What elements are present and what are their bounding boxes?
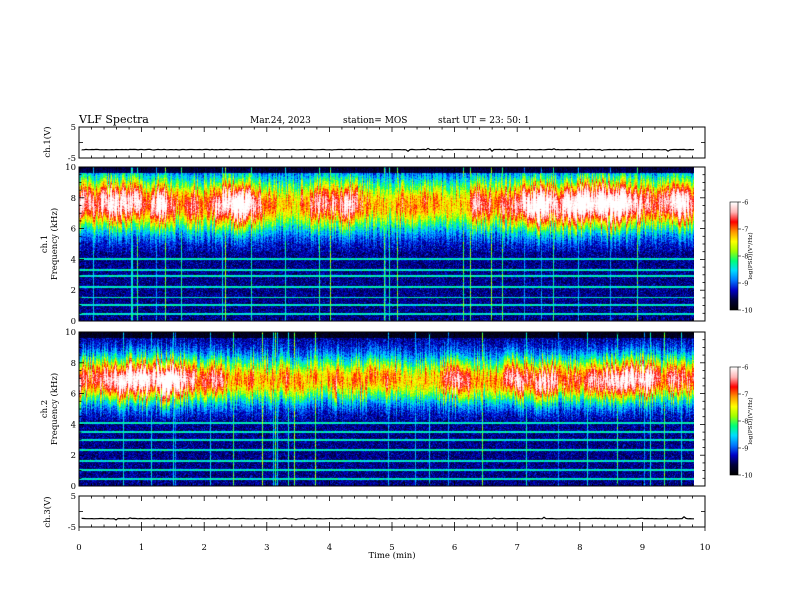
y-tick-label: 0 xyxy=(71,317,76,327)
colorbar-tick-label: -6 xyxy=(742,363,748,371)
ch1-spectrogram-ylabel: Frequency (kHz) xyxy=(49,208,60,280)
y-tick-label: 0 xyxy=(71,482,76,492)
ch2-colorbar-image xyxy=(730,367,738,475)
colorbar-tick-label: -8 xyxy=(742,252,748,260)
y-tick-label: 5 xyxy=(71,492,76,502)
y-tick-label: 6 xyxy=(71,225,76,235)
ch1-spectrogram-channel-label: ch.1 xyxy=(40,235,50,253)
x-tick-label: 5 xyxy=(389,543,394,553)
ch2-spectrogram-image xyxy=(79,332,694,486)
colorbar-ticks: -6 -7 -8 -9 -10 -6 -7 -8 -9 -10 xyxy=(738,198,752,479)
colorbar-tick-label: -9 xyxy=(742,444,748,452)
y-tick-label: 10 xyxy=(65,328,76,338)
y-tick-label: 8 xyxy=(71,194,76,204)
station-label: station= MOS xyxy=(343,116,407,126)
colorbar-tick-label: -7 xyxy=(742,225,748,233)
y-tick-label: 2 xyxy=(71,451,76,461)
x-tick-label: 2 xyxy=(201,543,206,553)
y-tick-label: -5 xyxy=(68,154,76,164)
x-tick-label: 3 xyxy=(264,543,269,553)
colorbar-tick-label: -10 xyxy=(742,471,752,479)
colorbar-tick-label: -9 xyxy=(742,279,748,287)
ch1-waveform-trace xyxy=(81,147,695,153)
ch2-colorbar-label: log(PSD)(V²/Hz) xyxy=(747,397,754,444)
x-tick-label: 0 xyxy=(76,543,81,553)
start-time-label: start UT = 23: 50: 1 xyxy=(438,116,530,126)
ch2-spectrogram-ylabel: Frequency (kHz) xyxy=(49,373,60,445)
y-tick-label: 6 xyxy=(71,390,76,400)
x-tick-label: 1 xyxy=(139,543,144,553)
ch1-colorbar-label: log(PSD)(V²/Hz) xyxy=(747,232,754,279)
ch1-spectrogram-image xyxy=(79,167,694,321)
colorbar-tick-label: -7 xyxy=(742,390,748,398)
colorbar-tick-label: -10 xyxy=(742,306,752,314)
x-tick-label: 7 xyxy=(514,543,519,553)
x-tick-label: 6 xyxy=(452,543,457,553)
x-tick-label: 4 xyxy=(327,543,332,553)
colorbar-tick-label: -6 xyxy=(742,198,748,206)
ch1-colorbar-image xyxy=(730,202,738,310)
x-axis-label: Time (min) xyxy=(368,550,415,561)
date-label: Mar.24, 2023 xyxy=(250,116,311,126)
y-tick-label: 10 xyxy=(65,163,76,173)
ch1-waveform-ylabel: ch.1(V) xyxy=(42,126,53,157)
figure-title: VLF Spectra xyxy=(78,113,149,126)
x-tick-label: 8 xyxy=(577,543,582,553)
x-tick-label: 9 xyxy=(640,543,645,553)
y-tick-label: 4 xyxy=(71,255,76,265)
y-tick-label: 8 xyxy=(71,359,76,369)
y-tick-label: -5 xyxy=(68,523,76,533)
y-tick-label: 2 xyxy=(71,286,76,296)
ch2-spectrogram-channel-label: ch.2 xyxy=(40,400,50,418)
y-tick-label: 4 xyxy=(71,420,76,430)
x-tick-label: 10 xyxy=(700,543,711,553)
colorbar-tick-label: -8 xyxy=(742,417,748,425)
ch3-waveform-trace xyxy=(81,516,694,521)
y-tick-label: 5 xyxy=(71,123,76,133)
ch3-waveform-ylabel: ch.3(V) xyxy=(42,496,53,527)
